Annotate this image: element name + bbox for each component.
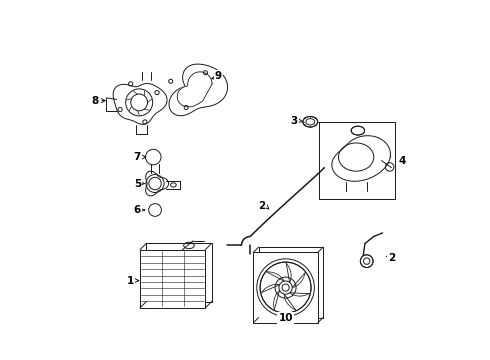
Text: 5: 5	[134, 179, 141, 189]
Text: 7: 7	[134, 152, 141, 162]
Polygon shape	[332, 136, 391, 181]
Polygon shape	[169, 64, 227, 116]
Ellipse shape	[351, 126, 365, 135]
Bar	[259, 247, 323, 318]
Circle shape	[279, 281, 292, 294]
Circle shape	[149, 177, 161, 190]
Bar	[140, 250, 205, 308]
Text: 9: 9	[215, 71, 222, 81]
Polygon shape	[146, 171, 169, 196]
Circle shape	[260, 262, 311, 313]
Text: 6: 6	[134, 205, 141, 215]
Text: 8: 8	[92, 96, 98, 105]
Polygon shape	[177, 72, 212, 107]
Text: 3: 3	[291, 116, 298, 126]
Text: 1: 1	[127, 275, 134, 285]
Bar	[253, 252, 318, 323]
Text: 4: 4	[398, 156, 406, 166]
Bar	[147, 243, 212, 302]
Ellipse shape	[303, 117, 318, 127]
Polygon shape	[113, 84, 167, 124]
Text: 2: 2	[388, 253, 395, 262]
Circle shape	[360, 255, 373, 267]
Bar	[319, 122, 395, 199]
Text: 10: 10	[278, 313, 293, 323]
Text: 2: 2	[258, 202, 266, 211]
